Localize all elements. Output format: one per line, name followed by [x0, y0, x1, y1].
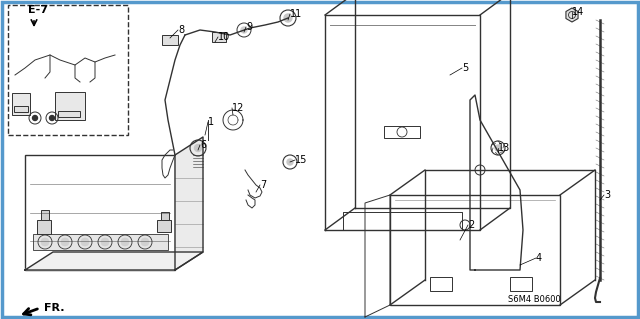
Circle shape — [241, 27, 247, 33]
Bar — [157, 220, 171, 232]
Text: 5: 5 — [462, 63, 468, 73]
Circle shape — [33, 115, 38, 121]
Text: E-7: E-7 — [28, 5, 48, 15]
Text: 7: 7 — [260, 180, 266, 190]
Text: 14: 14 — [572, 7, 584, 17]
Text: 9: 9 — [246, 22, 252, 32]
Circle shape — [287, 159, 293, 165]
Text: 8: 8 — [178, 25, 184, 35]
Text: FR.: FR. — [44, 303, 65, 313]
Text: 3: 3 — [604, 190, 610, 200]
Bar — [384, 126, 420, 138]
Circle shape — [495, 145, 501, 151]
Polygon shape — [175, 137, 203, 270]
Bar — [37, 220, 51, 234]
Circle shape — [49, 115, 54, 121]
Bar — [55, 92, 85, 120]
Bar — [33, 234, 168, 250]
Circle shape — [141, 238, 149, 246]
Text: 4: 4 — [536, 253, 542, 263]
Circle shape — [101, 238, 109, 246]
Circle shape — [284, 14, 292, 22]
Bar — [162, 35, 178, 45]
Circle shape — [41, 238, 49, 246]
Bar — [12, 93, 30, 115]
Polygon shape — [25, 252, 203, 270]
Bar — [212, 32, 226, 42]
Bar — [25, 155, 175, 270]
Text: 13: 13 — [498, 143, 510, 153]
Text: 1: 1 — [208, 117, 214, 127]
Bar — [161, 212, 169, 220]
Text: 11: 11 — [290, 9, 302, 19]
Bar — [14, 106, 28, 112]
Text: S6M4 B0600: S6M4 B0600 — [508, 295, 561, 305]
Bar — [430, 277, 452, 291]
Text: 15: 15 — [295, 155, 307, 165]
Text: 10: 10 — [218, 32, 230, 42]
Circle shape — [61, 238, 69, 246]
Circle shape — [195, 145, 202, 152]
Bar — [58, 111, 80, 117]
Bar — [510, 277, 532, 291]
Bar — [8, 5, 128, 135]
Circle shape — [121, 238, 129, 246]
Polygon shape — [566, 8, 578, 22]
Text: 2: 2 — [468, 220, 474, 230]
Text: 6: 6 — [200, 140, 206, 150]
Bar — [41, 210, 49, 220]
Bar — [390, 195, 560, 305]
Circle shape — [81, 238, 89, 246]
Text: 12: 12 — [232, 103, 244, 113]
